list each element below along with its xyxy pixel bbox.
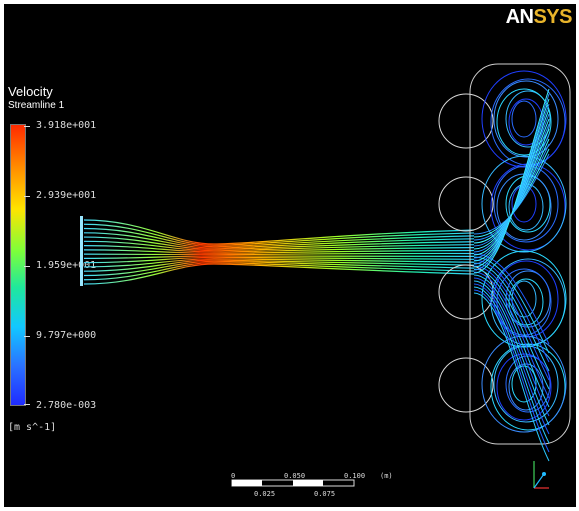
recirculation-loop bbox=[511, 100, 537, 138]
jet-streamline bbox=[83, 262, 475, 281]
inlet-boundary bbox=[80, 216, 83, 286]
recirculation-loop bbox=[508, 363, 544, 411]
jet-streamline bbox=[83, 263, 475, 285]
legend-tick-label: 1.959e+001 bbox=[36, 260, 97, 271]
wall-streamline bbox=[473, 88, 550, 274]
legend-tick-label: 2.780e-003 bbox=[36, 400, 97, 411]
scale-label: 0.025 bbox=[254, 490, 276, 498]
ansys-logo: ANSYS bbox=[505, 6, 573, 29]
jet-streamline bbox=[83, 259, 475, 272]
scale-label: 0 bbox=[231, 472, 236, 480]
render-viewport[interactable]: ANSYS Velocity Streamline 1 3.918e+001 2… bbox=[4, 4, 576, 507]
wall-streamline bbox=[473, 286, 550, 444]
jet-streamline bbox=[83, 240, 475, 252]
logo-an: AN bbox=[505, 6, 534, 28]
legend-tick bbox=[24, 336, 30, 337]
wall-streamline bbox=[473, 268, 550, 390]
legend-colorbar bbox=[10, 124, 26, 406]
recirculation-loop bbox=[481, 335, 567, 433]
jet-streamline bbox=[83, 255, 475, 259]
jet-streamline bbox=[83, 236, 475, 250]
recirculation-loop bbox=[493, 80, 559, 158]
legend-subtitle: Streamline 1 bbox=[8, 100, 65, 111]
wall-streamline bbox=[473, 280, 550, 426]
streamline-plot bbox=[80, 63, 571, 489]
legend-tick-label: 3.918e+001 bbox=[36, 120, 97, 131]
cylinder-outline bbox=[438, 264, 494, 320]
domain-outline bbox=[469, 63, 571, 445]
scale-bar bbox=[231, 479, 355, 487]
recirculation-loop bbox=[505, 355, 551, 413]
cylinder-outline bbox=[438, 357, 494, 413]
jet-streamline bbox=[83, 223, 475, 246]
wall-streamline bbox=[473, 259, 550, 363]
recirculation-loop bbox=[481, 70, 567, 168]
wall-streamline bbox=[473, 128, 550, 250]
wall-streamline bbox=[473, 283, 550, 435]
wall-streamline bbox=[473, 292, 550, 462]
jet-streamline bbox=[83, 249, 475, 254]
legend-tick bbox=[24, 196, 30, 197]
jet-streamline bbox=[83, 258, 475, 268]
logo-sys: SYS bbox=[533, 6, 572, 28]
jet-streamline bbox=[83, 219, 475, 245]
jet-streamline bbox=[83, 252, 475, 256]
wall-streamline bbox=[473, 289, 550, 453]
recirculation-loop bbox=[505, 90, 551, 148]
legend-tick-label: 9.797e+000 bbox=[36, 330, 97, 341]
jet-streamline bbox=[83, 256, 475, 264]
scale-label: (m) bbox=[380, 472, 393, 480]
wall-streamline bbox=[473, 256, 550, 354]
scale-label: 0.050 bbox=[284, 472, 306, 480]
legend-tick-label: 2.939e+001 bbox=[36, 190, 97, 201]
jet-streamline bbox=[83, 260, 475, 277]
recirculation-loop bbox=[511, 365, 537, 403]
wall-streamline bbox=[473, 274, 550, 408]
legend-tick bbox=[24, 266, 30, 267]
jet-streamline bbox=[83, 227, 475, 248]
cylinder-outline bbox=[438, 93, 494, 149]
jet-streamline bbox=[83, 245, 475, 253]
axis-triad-icon bbox=[533, 461, 549, 489]
recirculation-streamlines bbox=[473, 70, 567, 462]
wall-streamline bbox=[473, 98, 550, 268]
scale-label: 0.100 bbox=[344, 472, 366, 480]
cylinder-outline bbox=[438, 176, 494, 232]
wall-streamline bbox=[473, 271, 550, 399]
legend-units: [m s^-1] bbox=[8, 422, 57, 433]
wall-streamline bbox=[473, 277, 550, 417]
scale-label: 0.075 bbox=[314, 490, 336, 498]
jet-streamline bbox=[83, 232, 475, 249]
recirculation-loop bbox=[511, 280, 537, 318]
recirculation-loop bbox=[496, 268, 552, 336]
legend-title: Velocity bbox=[8, 84, 53, 99]
recirculation-loop bbox=[490, 343, 566, 431]
jet-streamlines bbox=[83, 219, 475, 285]
recirculation-loop bbox=[481, 155, 567, 253]
recirculation-loop bbox=[496, 88, 552, 156]
legend-tick bbox=[24, 126, 30, 127]
legend-tick bbox=[24, 404, 30, 405]
